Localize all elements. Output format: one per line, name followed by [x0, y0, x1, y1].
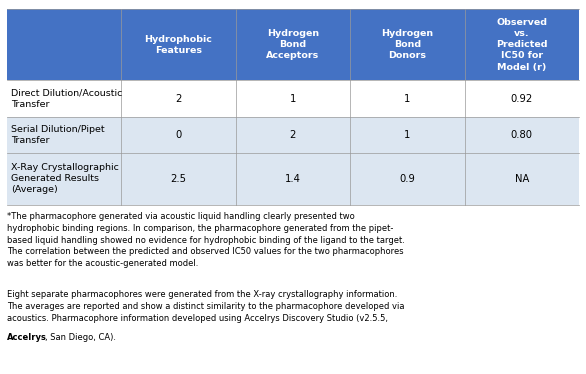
Text: 1.4: 1.4 — [285, 174, 301, 184]
Text: Hydrogen
Bond
Donors: Hydrogen Bond Donors — [381, 29, 434, 61]
Text: 0.80: 0.80 — [511, 130, 533, 140]
Bar — [7, 153, 579, 205]
Text: Accelrys: Accelrys — [7, 333, 47, 342]
Text: 2: 2 — [289, 130, 296, 140]
Text: , San Diego, CA).: , San Diego, CA). — [45, 333, 116, 342]
Text: Direct Dilution/Acoustic
Transfer: Direct Dilution/Acoustic Transfer — [11, 89, 122, 109]
Bar — [7, 9, 579, 80]
Bar — [7, 117, 579, 153]
Text: X-Ray Crystallographic
Generated Results
(Average): X-Ray Crystallographic Generated Results… — [11, 163, 119, 194]
Text: 1: 1 — [289, 94, 296, 104]
Text: NA: NA — [515, 174, 529, 184]
Text: 1: 1 — [404, 130, 411, 140]
Bar — [7, 80, 579, 117]
Text: 0.92: 0.92 — [510, 94, 533, 104]
Text: Serial Dilution/Pipet
Transfer: Serial Dilution/Pipet Transfer — [11, 125, 105, 145]
Text: Eight separate pharmacophores were generated from the X-ray crystallography info: Eight separate pharmacophores were gener… — [7, 290, 404, 322]
Text: 2.5: 2.5 — [171, 174, 186, 184]
Text: 1: 1 — [404, 94, 411, 104]
Text: Observed
vs.
Predicted
IC50 for
Model (r): Observed vs. Predicted IC50 for Model (r… — [496, 18, 547, 71]
Text: 0: 0 — [175, 130, 182, 140]
Text: Hydrogen
Bond
Acceptors: Hydrogen Bond Acceptors — [266, 29, 319, 61]
Text: 0.9: 0.9 — [400, 174, 415, 184]
Text: 2: 2 — [175, 94, 182, 104]
Text: *The pharmacophore generated via acoustic liquid handling clearly presented two
: *The pharmacophore generated via acousti… — [7, 212, 405, 268]
Text: Hydrophobic
Features: Hydrophobic Features — [145, 35, 213, 55]
